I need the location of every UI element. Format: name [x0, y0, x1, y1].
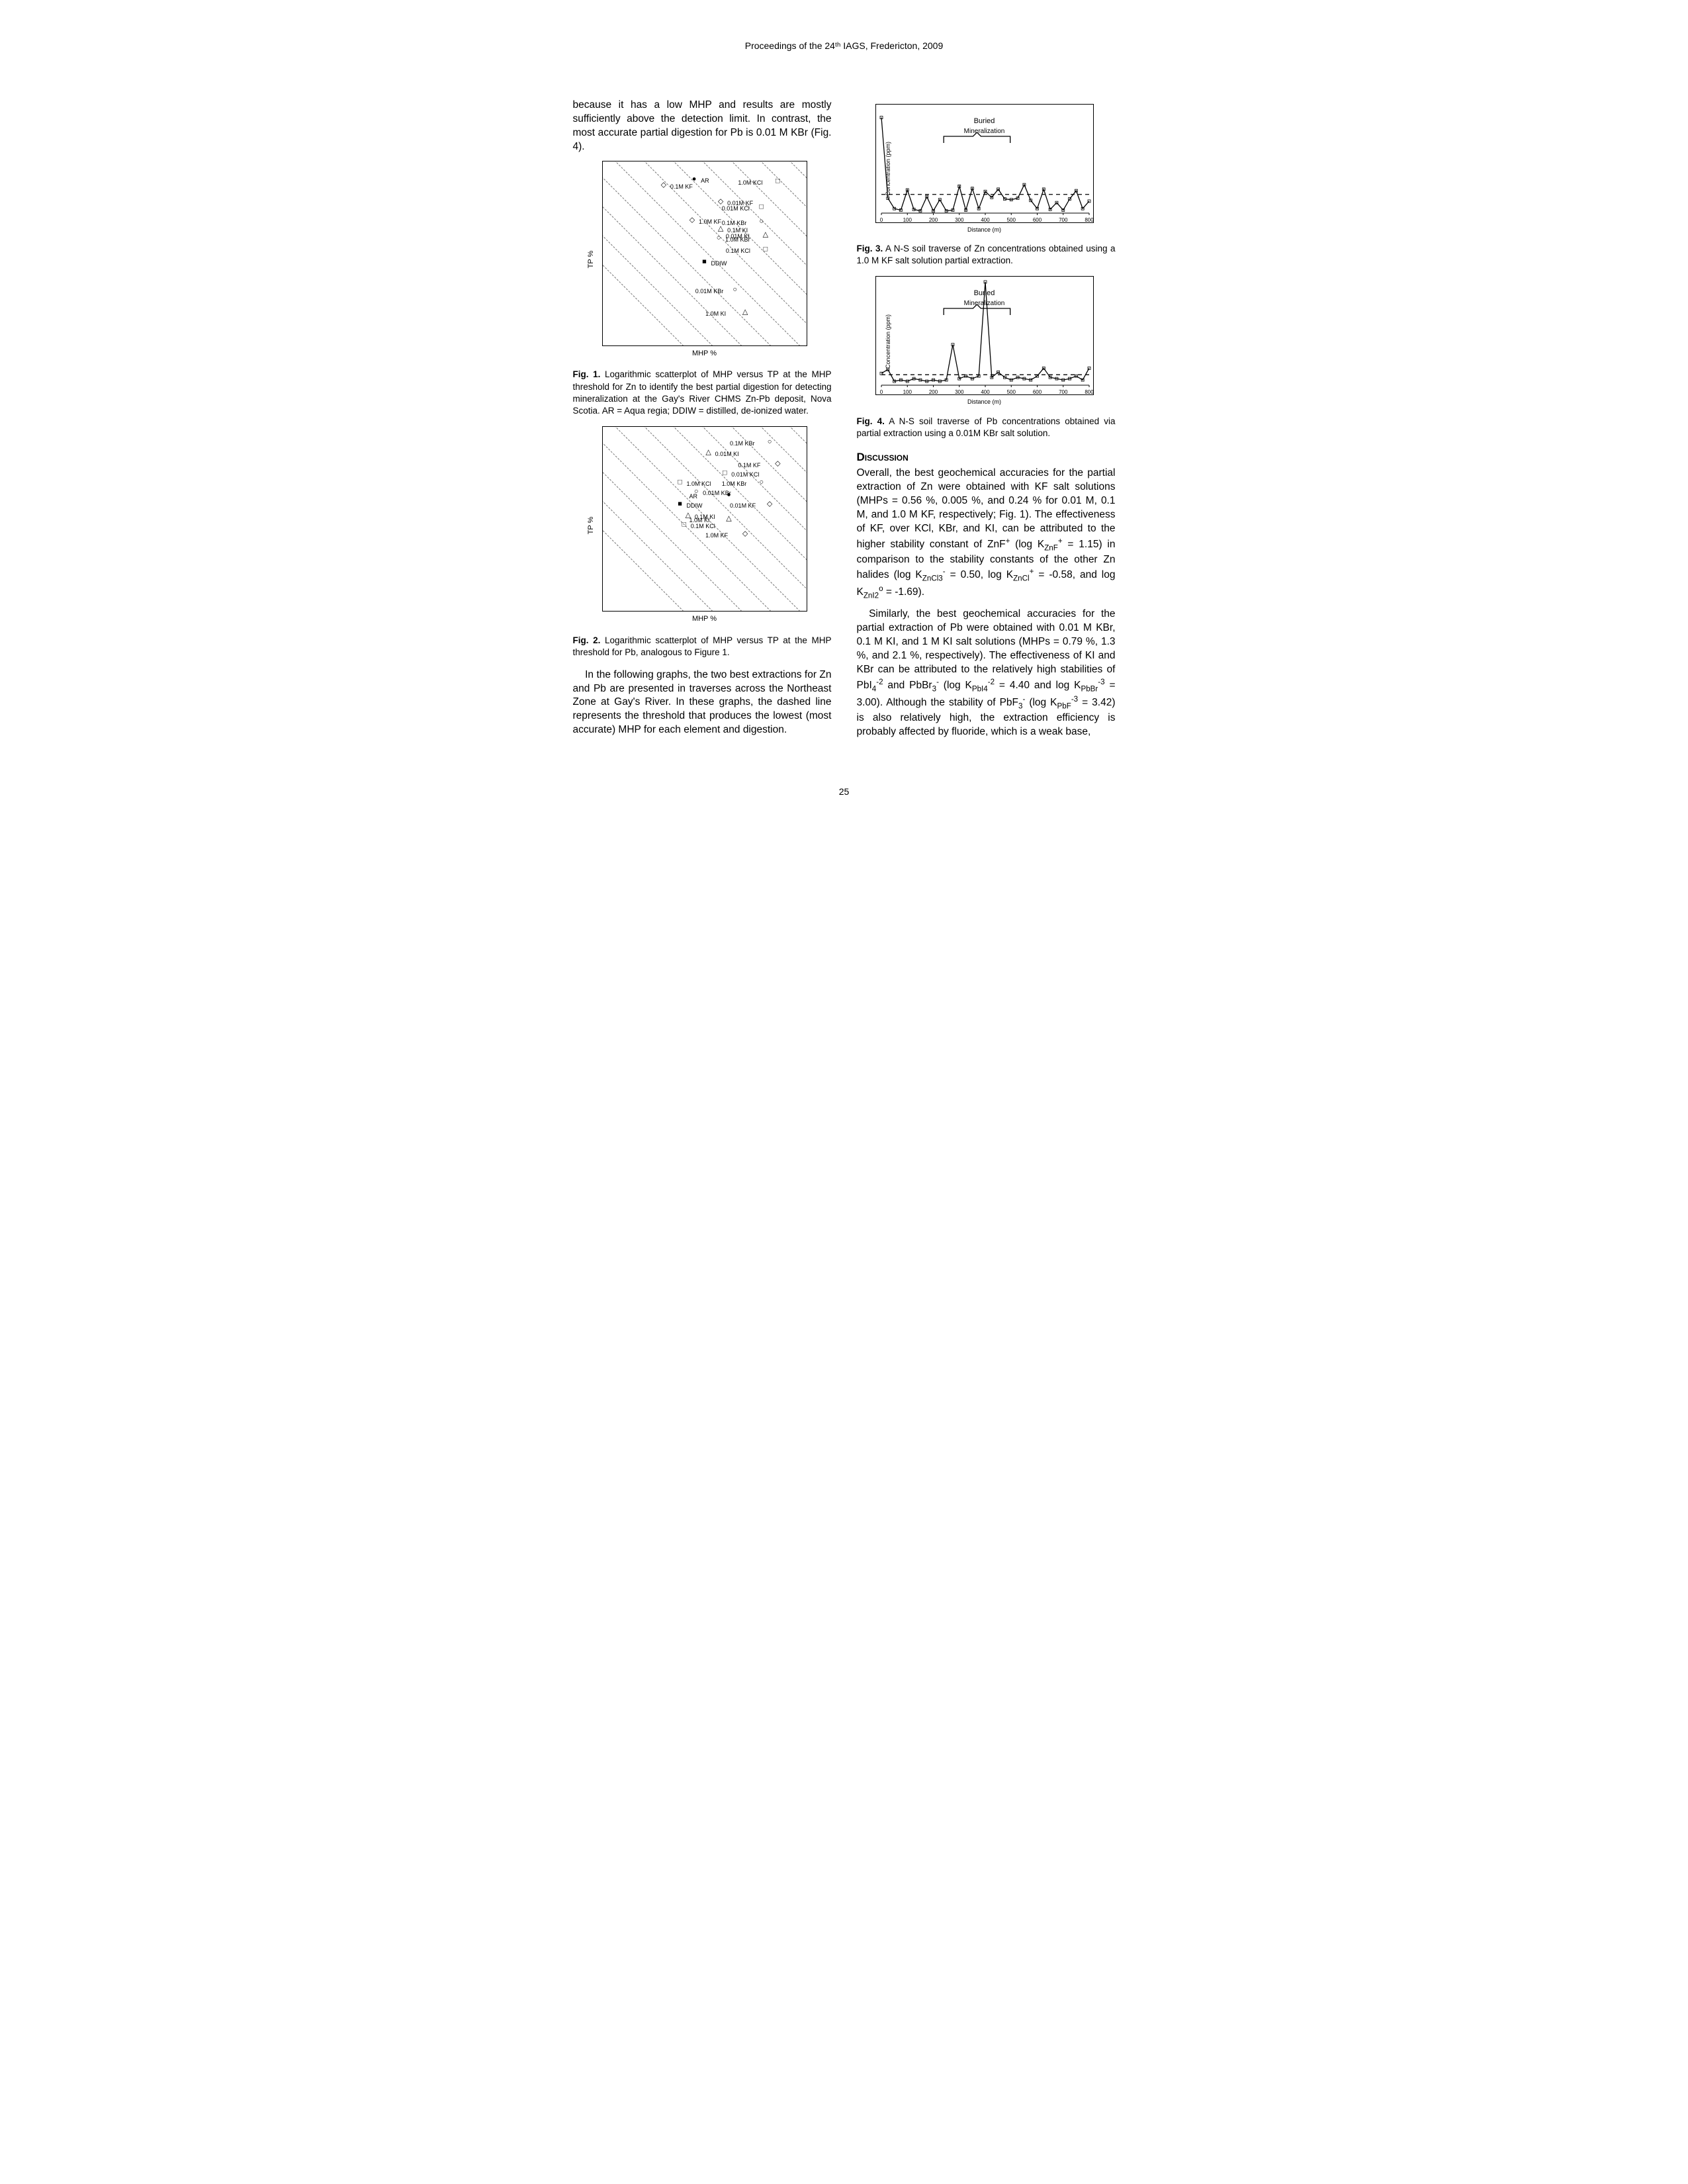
- svg-text:800: 800: [1085, 389, 1094, 395]
- left-column: because it has a low MHP and results are…: [573, 99, 832, 746]
- svg-text:800: 800: [1085, 217, 1094, 223]
- svg-text:700: 700: [1059, 217, 1068, 223]
- fig3-caption-label: Fig. 3.: [857, 244, 883, 253]
- discussion-p2: Similarly, the best geochemical accuraci…: [857, 608, 1116, 739]
- fig3-ylabel: Concentration (ppm): [883, 142, 891, 196]
- fig1-ylabel: TP %: [586, 251, 596, 269]
- svg-text:400: 400: [981, 389, 990, 395]
- svg-text:500: 500: [1006, 389, 1016, 395]
- figure-4: 0 100 200 300 400 500 600 700 800 Buried Mineral…: [857, 276, 1116, 439]
- fig3-xlabel: Distance (m): [875, 226, 1094, 234]
- fig1-caption-text: Logarithmic scatterplot of MHP versus TP…: [573, 369, 832, 416]
- svg-text:300: 300: [955, 389, 964, 395]
- fig2-caption-label: Fig. 2.: [573, 635, 601, 645]
- fig4-caption-label: Fig. 4.: [857, 416, 885, 426]
- fig2-ylabel: TP %: [586, 516, 596, 534]
- fig1-xlabel: MHP %: [602, 349, 807, 359]
- fig4-buried-label: Buried Mineralization: [876, 289, 1093, 308]
- svg-text:0: 0: [879, 389, 883, 395]
- figure-3: 0 100 200 300 400 500 600 700 800 Buried Mineral…: [857, 104, 1116, 267]
- svg-text:300: 300: [955, 217, 964, 223]
- svg-text:500: 500: [1006, 217, 1016, 223]
- fig4-caption-text: A N-S soil traverse of Pb concentrations…: [857, 416, 1116, 438]
- page: Proceedings of the 24ᵗʰ IAGS, Fredericto…: [520, 0, 1169, 825]
- svg-text:700: 700: [1059, 389, 1068, 395]
- figure-1-plot: 1001010.10.010.0010.00010.00010.0010.010…: [602, 161, 807, 346]
- svg-text:200: 200: [928, 389, 938, 395]
- fig2-caption-text: Logarithmic scatterplot of MHP versus TP…: [573, 635, 832, 657]
- right-column: 0 100 200 300 400 500 600 700 800 Buried Mineral…: [857, 99, 1116, 746]
- figure-2-caption: Fig. 2. Logarithmic scatterplot of MHP v…: [573, 635, 832, 659]
- fig3-caption-text: A N-S soil traverse of Zn concentrations…: [857, 244, 1116, 265]
- intro-paragraph: because it has a low MHP and results are…: [573, 99, 832, 154]
- page-number: 25: [573, 786, 1116, 798]
- discussion-heading: Discussion: [857, 450, 1116, 465]
- svg-text:400: 400: [981, 217, 990, 223]
- two-column-layout: because it has a low MHP and results are…: [573, 99, 1116, 746]
- fig3-buried-label: Buried Mineralization: [876, 116, 1093, 136]
- fig2-xlabel: MHP %: [602, 614, 807, 624]
- svg-text:200: 200: [928, 217, 938, 223]
- figure-3-plot: 0 100 200 300 400 500 600 700 800 Buried Mineral…: [875, 104, 1094, 223]
- figure-1-caption: Fig. 1. Logarithmic scatterplot of MHP v…: [573, 369, 832, 417]
- svg-text:600: 600: [1032, 217, 1042, 223]
- figure-2-plot: 1001010.10.010.0010.00010.00010.0010.010…: [602, 426, 807, 612]
- figure-3-caption: Fig. 3. A N-S soil traverse of Zn concen…: [857, 243, 1116, 267]
- svg-text:100: 100: [903, 217, 912, 223]
- svg-text:600: 600: [1032, 389, 1042, 395]
- fig4-xlabel: Distance (m): [875, 398, 1094, 406]
- svg-text:100: 100: [903, 389, 912, 395]
- figure-4-caption: Fig. 4. A N-S soil traverse of Pb concen…: [857, 416, 1116, 439]
- discussion-p1: Overall, the best geochemical accuracies…: [857, 467, 1116, 601]
- figure-1: 1001010.10.010.0010.00010.00010.0010.010…: [573, 161, 832, 418]
- figure-2: 1001010.10.010.0010.00010.00010.0010.010…: [573, 426, 832, 659]
- bridge-paragraph: In the following graphs, the two best ex…: [573, 668, 832, 738]
- svg-text:0: 0: [879, 217, 883, 223]
- page-header: Proceedings of the 24ᵗʰ IAGS, Fredericto…: [573, 40, 1116, 52]
- fig1-caption-label: Fig. 1.: [573, 369, 601, 379]
- figure-4-plot: 0 100 200 300 400 500 600 700 800 Buried Mineral…: [875, 276, 1094, 395]
- fig4-ylabel: Concentration (ppm): [883, 314, 891, 369]
